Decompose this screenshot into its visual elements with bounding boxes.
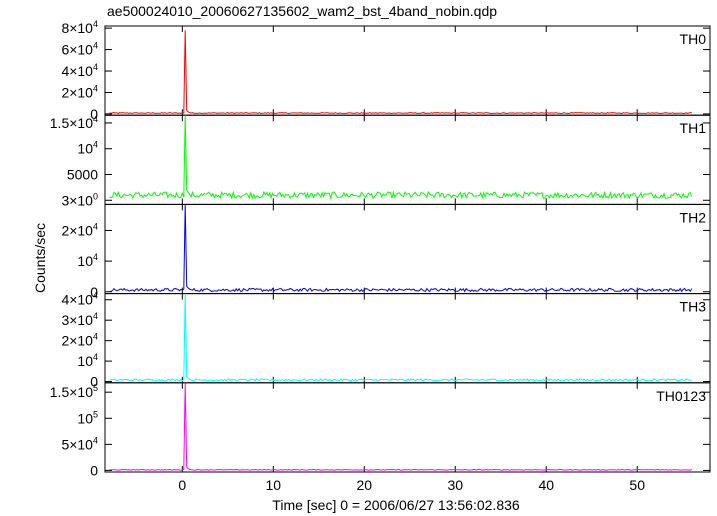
y-tick-label: 5000 (67, 166, 98, 182)
y-axis-label: Counts/sec (32, 222, 48, 294)
series-line-th1 (109, 115, 693, 200)
y-tick-label: 0 (90, 462, 98, 478)
panel-frame-th2 (104, 203, 711, 295)
y-tick-label: 1.5×105 (50, 383, 98, 400)
series-label-th1: TH1 (680, 120, 707, 136)
series-label-th0: TH0 (680, 31, 707, 47)
y-tick-label: 3×100 (61, 191, 98, 208)
x-tick-label: 20 (356, 477, 372, 493)
y-tick-label: 0 (90, 106, 98, 122)
series-line-th0 (109, 30, 692, 115)
y-tick-label: 1.5×104 (50, 114, 98, 131)
x-tick-label: 50 (629, 477, 645, 493)
y-tick-label: 2×104 (61, 332, 98, 349)
y-tick-label: 8×104 (61, 19, 98, 36)
y-tick-label: 4×104 (61, 62, 98, 79)
panel-frame-th3 (104, 293, 711, 384)
x-tick-label: 30 (447, 477, 463, 493)
x-axis-label: Time [sec] 0 = 2006/06/27 13:56:02.836 (272, 497, 520, 513)
series-line-th0123 (109, 382, 692, 471)
x-tick-label: 0 (178, 477, 186, 493)
y-tick-label: 104 (77, 140, 98, 157)
panel-frame-th1 (104, 114, 711, 205)
x-tick-label: 10 (266, 477, 282, 493)
panel-frame-th0123 (104, 382, 711, 473)
y-tick-label: 105 (77, 409, 98, 426)
x-tick-label: 40 (538, 477, 554, 493)
y-tick-label: 104 (77, 352, 98, 369)
series-label-th0123: TH0123 (656, 388, 706, 404)
y-tick-label: 6×104 (61, 41, 98, 58)
y-tick-label: 4×104 (61, 291, 98, 308)
y-tick-label: 104 (77, 252, 98, 269)
panel-frame-th0 (104, 25, 711, 116)
chart-title: ae500024010_20060627135602_wam2_bst_4ban… (107, 3, 498, 19)
y-tick-label: 2×104 (61, 221, 98, 238)
y-tick-label: 2×104 (61, 83, 98, 100)
y-tick-label: 0 (90, 284, 98, 300)
series-label-th3: TH3 (680, 299, 707, 315)
series-line-th2 (109, 204, 693, 293)
y-tick-label: 3×104 (61, 311, 98, 328)
series-label-th2: TH2 (680, 209, 707, 225)
y-tick-label: 0 (90, 374, 98, 390)
series-line-th3 (109, 293, 692, 382)
y-tick-label: 5×104 (61, 435, 98, 452)
